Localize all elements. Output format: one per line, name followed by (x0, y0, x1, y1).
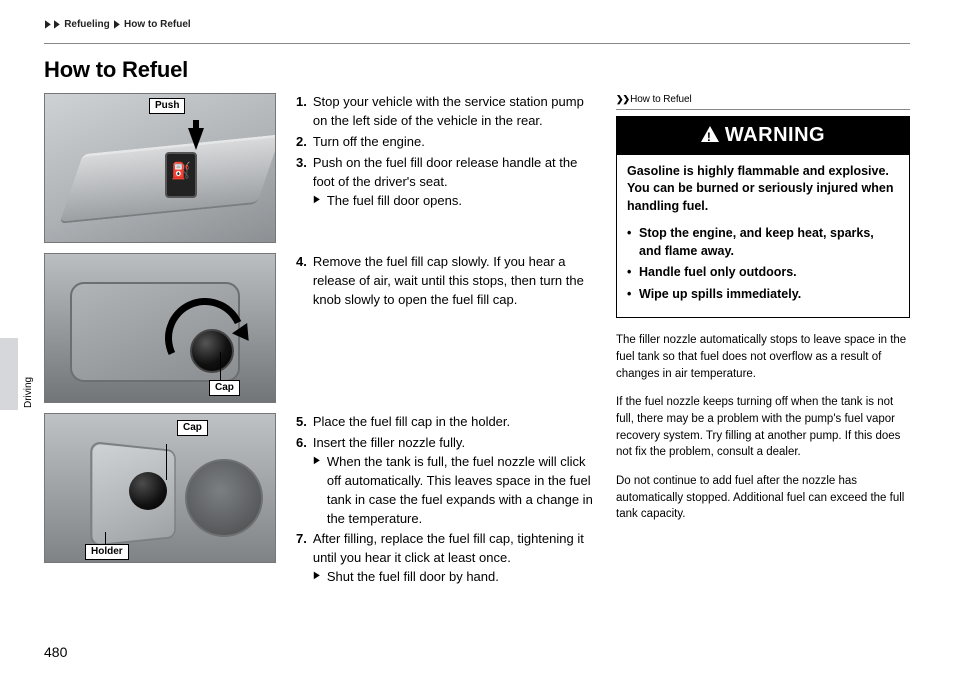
reference-heading: ❯❯How to Refuel (616, 93, 910, 110)
note-text: Do not continue to add fuel after the no… (616, 473, 910, 523)
page: ▶ ▶ Refueling ▶ How to Refuel How to Refu… (0, 0, 954, 674)
warning-triangle-icon (701, 126, 719, 142)
page-number: 480 (44, 642, 67, 662)
figure-release-handle: Push (44, 93, 276, 243)
figure-column: Push Cap Cap Holder (44, 93, 276, 589)
warning-header: WARNING (617, 117, 909, 155)
warning-bullet: Wipe up spills immediately. (627, 286, 899, 304)
step-text: Remove the fuel fill cap slowly. If you … (313, 253, 596, 310)
divider (44, 43, 910, 44)
chevron-right-icon: ▶ (45, 18, 50, 33)
step-text: Place the fuel fill cap in the holder. (313, 413, 596, 432)
step-item: 1.Stop your vehicle with the service sta… (296, 93, 596, 131)
step-item: 5.Place the fuel fill cap in the holder. (296, 413, 596, 432)
step-text: Push on the fuel fill door release handl… (313, 155, 578, 189)
breadcrumb-level-2: How to Refuel (124, 19, 191, 30)
breadcrumb: ▶ ▶ Refueling ▶ How to Refuel (44, 18, 910, 33)
warning-title: WARNING (725, 121, 825, 150)
note-text: If the fuel nozzle keeps turning off whe… (616, 394, 910, 461)
breadcrumb-level-1: Refueling (64, 19, 110, 30)
page-title: How to Refuel (44, 54, 910, 86)
sidebar-column: ❯❯How to Refuel WARNING Gasoline is high… (616, 93, 910, 589)
reference-label: How to Refuel (630, 94, 692, 105)
step-text: Stop your vehicle with the service stati… (313, 93, 596, 131)
step-sub: When the tank is full, the fuel nozzle w… (313, 453, 596, 528)
step-sub: Shut the fuel fill door by hand. (313, 568, 596, 587)
push-arrow-icon (188, 128, 204, 150)
callout-holder: Holder (85, 544, 129, 560)
warning-bullet: Handle fuel only outdoors. (627, 264, 899, 282)
step-item: 7. After filling, replace the fuel fill … (296, 530, 596, 587)
chevron-right-icon: ▶ (54, 18, 59, 33)
warning-intro: Gasoline is highly flammable and explosi… (627, 163, 899, 216)
steps-column: 1.Stop your vehicle with the service sta… (296, 93, 596, 589)
figure-cap-holder: Cap Holder (44, 413, 276, 563)
step-item: 6. Insert the filler nozzle fully. When … (296, 434, 596, 528)
callout-cap: Cap (209, 380, 240, 396)
step-item: 2.Turn off the engine. (296, 133, 596, 152)
step-text: Insert the filler nozzle fully. (313, 435, 465, 450)
ref-marker-icon: ❯❯ (616, 94, 629, 104)
warning-box: WARNING Gasoline is highly flammable and… (616, 116, 910, 319)
step-sub: The fuel fill door opens. (313, 192, 596, 211)
step-item: 4.Remove the fuel fill cap slowly. If yo… (296, 253, 596, 310)
warning-bullet: Stop the engine, and keep heat, sparks, … (627, 225, 899, 260)
fuel-release-handle-icon (165, 152, 197, 198)
callout-cap: Cap (177, 420, 208, 436)
callout-push: Push (149, 98, 185, 114)
figure-fuel-cap: Cap (44, 253, 276, 403)
note-text: The filler nozzle automatically stops to… (616, 332, 910, 382)
chevron-right-icon: ▶ (114, 18, 119, 33)
step-text: Turn off the engine. (313, 133, 596, 152)
step-item: 3. Push on the fuel fill door release ha… (296, 154, 596, 211)
step-text: After filling, replace the fuel fill cap… (313, 531, 584, 565)
